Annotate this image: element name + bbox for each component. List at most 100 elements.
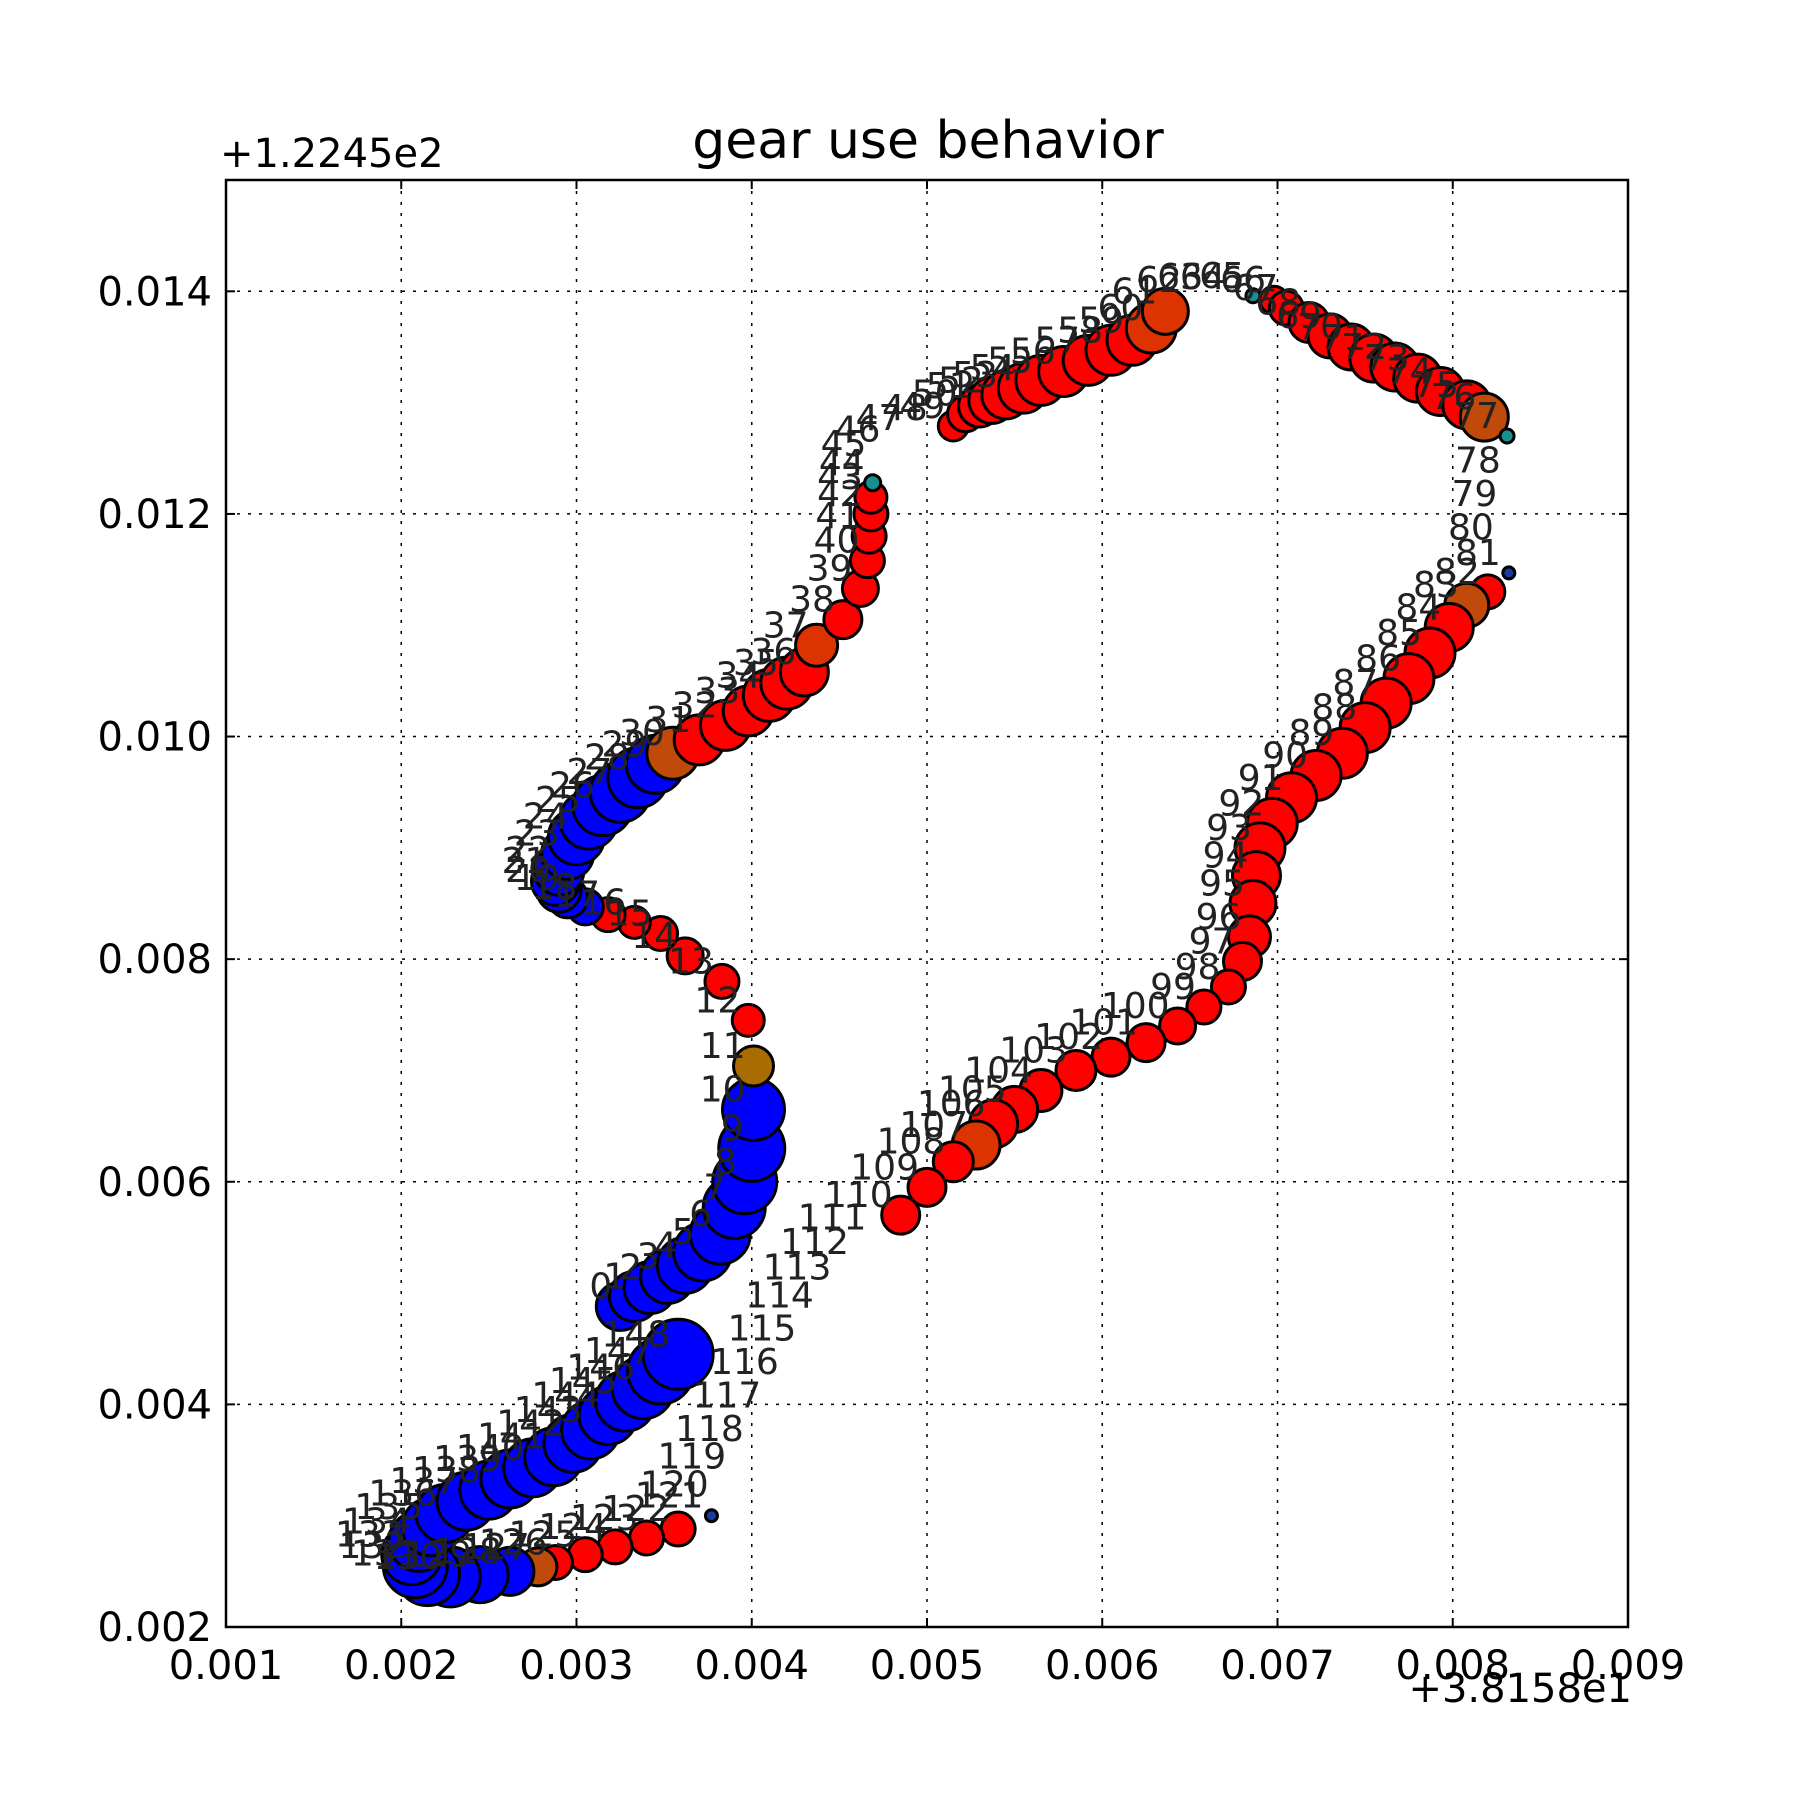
point-label-129: 129 (403, 1535, 472, 1576)
x-tick-label: 0.005 (870, 1643, 985, 1689)
data-point-12 (730, 1002, 766, 1038)
point-label-38: 38 (789, 580, 835, 621)
x-tick-label: 0.008 (1395, 1643, 1510, 1689)
point-label-107: 107 (899, 1105, 968, 1146)
point-label-62: 62 (1136, 260, 1182, 301)
point-label-34: 34 (715, 655, 761, 696)
point-label-112: 112 (780, 1222, 849, 1263)
point-label-59: 59 (1078, 300, 1124, 341)
point-label-88: 88 (1311, 688, 1357, 729)
point-label-52: 52 (938, 360, 984, 401)
point-label-31: 31 (645, 700, 691, 741)
point-label-71: 71 (1320, 318, 1366, 359)
point-label-41: 41 (815, 496, 861, 537)
point-label-95: 95 (1199, 864, 1245, 905)
point-label-45: 45 (821, 424, 867, 465)
y-tick-label: 0.014 (97, 269, 212, 315)
point-label-121: 121 (635, 1476, 704, 1517)
point-label-19: 19 (514, 858, 560, 899)
point-label-29: 29 (602, 724, 648, 765)
point-label-24: 24 (523, 797, 569, 838)
y-tick-label: 0.010 (97, 715, 212, 761)
point-label-110: 110 (824, 1175, 893, 1216)
data-point-148 (641, 1317, 715, 1391)
point-label-56: 56 (1010, 331, 1056, 372)
point-label-0: 0 (589, 1266, 612, 1307)
data-point-44 (863, 473, 883, 493)
y-tick-label: 0.012 (97, 492, 212, 538)
point-label-98: 98 (1175, 947, 1221, 988)
point-label-90: 90 (1262, 735, 1308, 776)
point-label-119: 119 (658, 1437, 727, 1478)
point-label-3: 3 (637, 1236, 660, 1277)
point-label-16: 16 (581, 882, 627, 923)
point-label-87: 87 (1332, 663, 1378, 704)
point-label-99: 99 (1150, 967, 1196, 1008)
point-label-61: 61 (1112, 271, 1158, 312)
point-label-60: 60 (1098, 288, 1144, 329)
point-label-58: 58 (1057, 310, 1103, 351)
point-label-100: 100 (1101, 986, 1170, 1027)
data-point-109 (906, 1166, 948, 1208)
data-point-103 (1054, 1048, 1098, 1092)
y-tick-label: 0.008 (97, 937, 212, 983)
point-label-81: 81 (1455, 533, 1501, 574)
point-label-49: 49 (899, 386, 945, 427)
x-tick-label: 0.003 (519, 1643, 634, 1689)
point-label-23: 23 (514, 813, 560, 854)
point-label-2: 2 (619, 1248, 642, 1289)
point-label-148: 148 (601, 1314, 670, 1355)
point-label-116: 116 (710, 1342, 779, 1383)
data-point-13 (703, 962, 741, 1000)
data-points (380, 284, 1517, 1609)
point-label-86: 86 (1355, 639, 1401, 680)
point-label-113: 113 (763, 1248, 832, 1289)
point-label-104: 104 (964, 1050, 1033, 1091)
point-label-65: 65 (1199, 256, 1245, 297)
point-label-132: 132 (339, 1526, 408, 1567)
point-label-42: 42 (817, 474, 863, 515)
y-offset-label: +1.2245e2 (220, 131, 444, 177)
point-label-122: 122 (601, 1489, 670, 1530)
point-label-85: 85 (1376, 613, 1422, 654)
tick-labels: 0.001 0.002 0.003 0.004 0.005 0.006 0.007 0.008… (97, 269, 1685, 1689)
point-label-83: 83 (1413, 565, 1459, 606)
point-label-136: 136 (368, 1473, 437, 1514)
point-label-106: 106 (917, 1084, 986, 1125)
point-label-78: 78 (1455, 441, 1501, 482)
point-label-70: 70 (1297, 307, 1343, 348)
data-point-61 (1140, 286, 1190, 336)
data-point-77 (1498, 427, 1516, 445)
point-label-44: 44 (819, 443, 865, 484)
data-point-38 (822, 599, 864, 641)
point-label-46: 46 (835, 409, 881, 450)
point-label-93: 93 (1206, 808, 1252, 849)
point-label-1: 1 (603, 1256, 626, 1297)
point-label-26: 26 (549, 766, 595, 807)
point-label-63: 63 (1157, 257, 1203, 298)
point-label-74: 74 (1387, 351, 1433, 392)
data-point-110 (880, 1194, 922, 1236)
data-point-98 (1209, 968, 1247, 1006)
point-label-57: 57 (1034, 320, 1080, 361)
point-label-20: 20 (505, 850, 551, 891)
point-label-40: 40 (814, 521, 860, 562)
grid (225, 180, 1629, 1628)
data-point-108 (931, 1140, 975, 1184)
point-label-22: 22 (505, 830, 551, 871)
point-label-80: 80 (1448, 507, 1494, 548)
point-label-73: 73 (1364, 338, 1410, 379)
point-label-101: 101 (1069, 1003, 1138, 1044)
point-label-123: 123 (570, 1498, 639, 1539)
point-label-89: 89 (1289, 713, 1335, 754)
point-label-50: 50 (912, 374, 958, 415)
point-label-111: 111 (798, 1197, 867, 1238)
point-label-145: 145 (549, 1361, 618, 1402)
point-label-66: 66 (1220, 260, 1266, 301)
x-tick-label: 0.009 (1571, 1643, 1686, 1689)
data-point-100 (1158, 1006, 1198, 1046)
point-label-82: 82 (1434, 552, 1480, 593)
point-label-18: 18 (531, 867, 577, 908)
